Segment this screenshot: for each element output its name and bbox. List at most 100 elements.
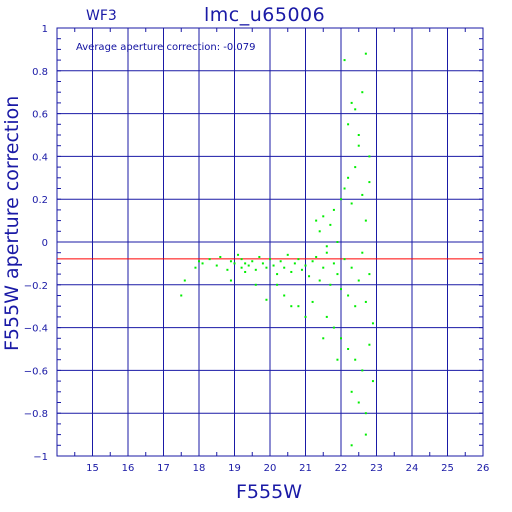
data-point — [265, 266, 268, 269]
data-point — [371, 322, 374, 325]
data-point — [329, 223, 332, 226]
x-tick-label: 23 — [370, 463, 383, 474]
data-point — [308, 275, 311, 278]
data-point — [347, 348, 350, 350]
x-tick-label: 20 — [264, 463, 277, 474]
data-point — [354, 305, 357, 308]
data-point — [276, 283, 279, 286]
y-tick-label: 0.2 — [32, 195, 48, 206]
data-point — [244, 270, 247, 273]
x-tick-label: 19 — [228, 463, 241, 474]
y-tick-label: 1 — [42, 24, 48, 35]
data-point — [340, 198, 342, 201]
panel-label: WF3 — [86, 8, 117, 24]
data-point — [286, 253, 289, 256]
data-point — [208, 258, 211, 261]
data-point — [364, 433, 367, 436]
data-point — [340, 288, 342, 291]
data-point — [336, 241, 339, 243]
data-point — [354, 358, 357, 361]
plot-frame — [56, 27, 484, 457]
data-point — [350, 202, 353, 205]
data-point — [329, 283, 332, 286]
data-point — [354, 166, 357, 169]
data-point — [332, 208, 335, 211]
data-point — [343, 187, 346, 190]
data-point — [350, 390, 353, 393]
data-point — [368, 181, 371, 184]
data-point — [368, 343, 371, 346]
data-point — [283, 266, 286, 269]
data-point — [254, 283, 257, 286]
data-point — [361, 193, 364, 196]
data-point — [357, 144, 360, 147]
data-point — [332, 262, 335, 265]
data-point — [240, 266, 243, 269]
x-tick-label: 17 — [157, 463, 170, 474]
data-point — [325, 245, 328, 248]
data-point — [357, 279, 360, 282]
chart-title: lmc_u65006 — [204, 4, 326, 26]
tick-labels: 15 16 17 18 19 20 21 22 23 24 25 26 1 0.8 0.6 0.4 0.2 0 −0… — [24, 24, 490, 474]
average-correction-annotation: Average aperture correction: -0.079 — [76, 42, 256, 53]
data-point — [261, 262, 264, 265]
x-tick-label: 24 — [406, 463, 419, 474]
data-point — [279, 260, 282, 263]
data-point — [183, 279, 186, 282]
y-tick-label: −0.2 — [24, 281, 48, 292]
y-tick-label: 0.8 — [32, 67, 48, 78]
data-point — [347, 176, 350, 179]
data-point — [194, 266, 197, 269]
data-point — [336, 273, 339, 276]
x-axis-title: F555W — [236, 481, 302, 503]
data-point — [297, 305, 300, 308]
data-point — [269, 258, 271, 261]
data-point — [325, 315, 328, 318]
data-point — [350, 266, 353, 269]
y-axis-title: F555W aperture correction — [1, 95, 23, 351]
data-point — [311, 300, 314, 303]
grid-lines — [56, 27, 484, 457]
data-point — [364, 300, 367, 303]
data-point — [233, 262, 236, 265]
data-point — [180, 294, 183, 297]
data-point — [361, 251, 364, 254]
data-point — [300, 268, 303, 271]
data-point — [357, 134, 360, 136]
data-point — [343, 258, 346, 261]
data-point — [254, 268, 257, 271]
data-point — [215, 264, 218, 267]
data-point — [336, 358, 339, 361]
data-point — [368, 155, 371, 158]
x-tick-label: 26 — [477, 463, 490, 474]
data-point — [219, 255, 222, 258]
data-point — [318, 279, 321, 282]
data-point — [347, 123, 350, 126]
x-tick-label: 18 — [193, 463, 206, 474]
data-point — [364, 219, 367, 222]
data-points — [180, 52, 374, 447]
data-point — [322, 266, 325, 269]
data-point — [276, 273, 279, 276]
data-point — [297, 258, 300, 261]
data-point — [322, 215, 325, 218]
y-tick-label: 0.4 — [32, 152, 48, 163]
x-tick-label: 21 — [299, 463, 312, 474]
x-tick-label: 25 — [441, 463, 454, 474]
y-tick-label: −1 — [33, 452, 48, 463]
y-tick-label: 0.6 — [32, 110, 48, 121]
data-point — [354, 108, 357, 111]
data-point — [198, 260, 200, 263]
data-point — [251, 260, 254, 263]
data-point — [226, 268, 229, 271]
data-point — [361, 91, 364, 94]
data-point — [322, 337, 325, 340]
y-tick-label: 0 — [42, 238, 48, 249]
data-point — [201, 262, 204, 265]
data-point — [244, 262, 247, 265]
data-point — [272, 264, 275, 267]
data-point — [258, 255, 261, 258]
data-point — [229, 260, 232, 263]
data-point — [340, 337, 342, 340]
